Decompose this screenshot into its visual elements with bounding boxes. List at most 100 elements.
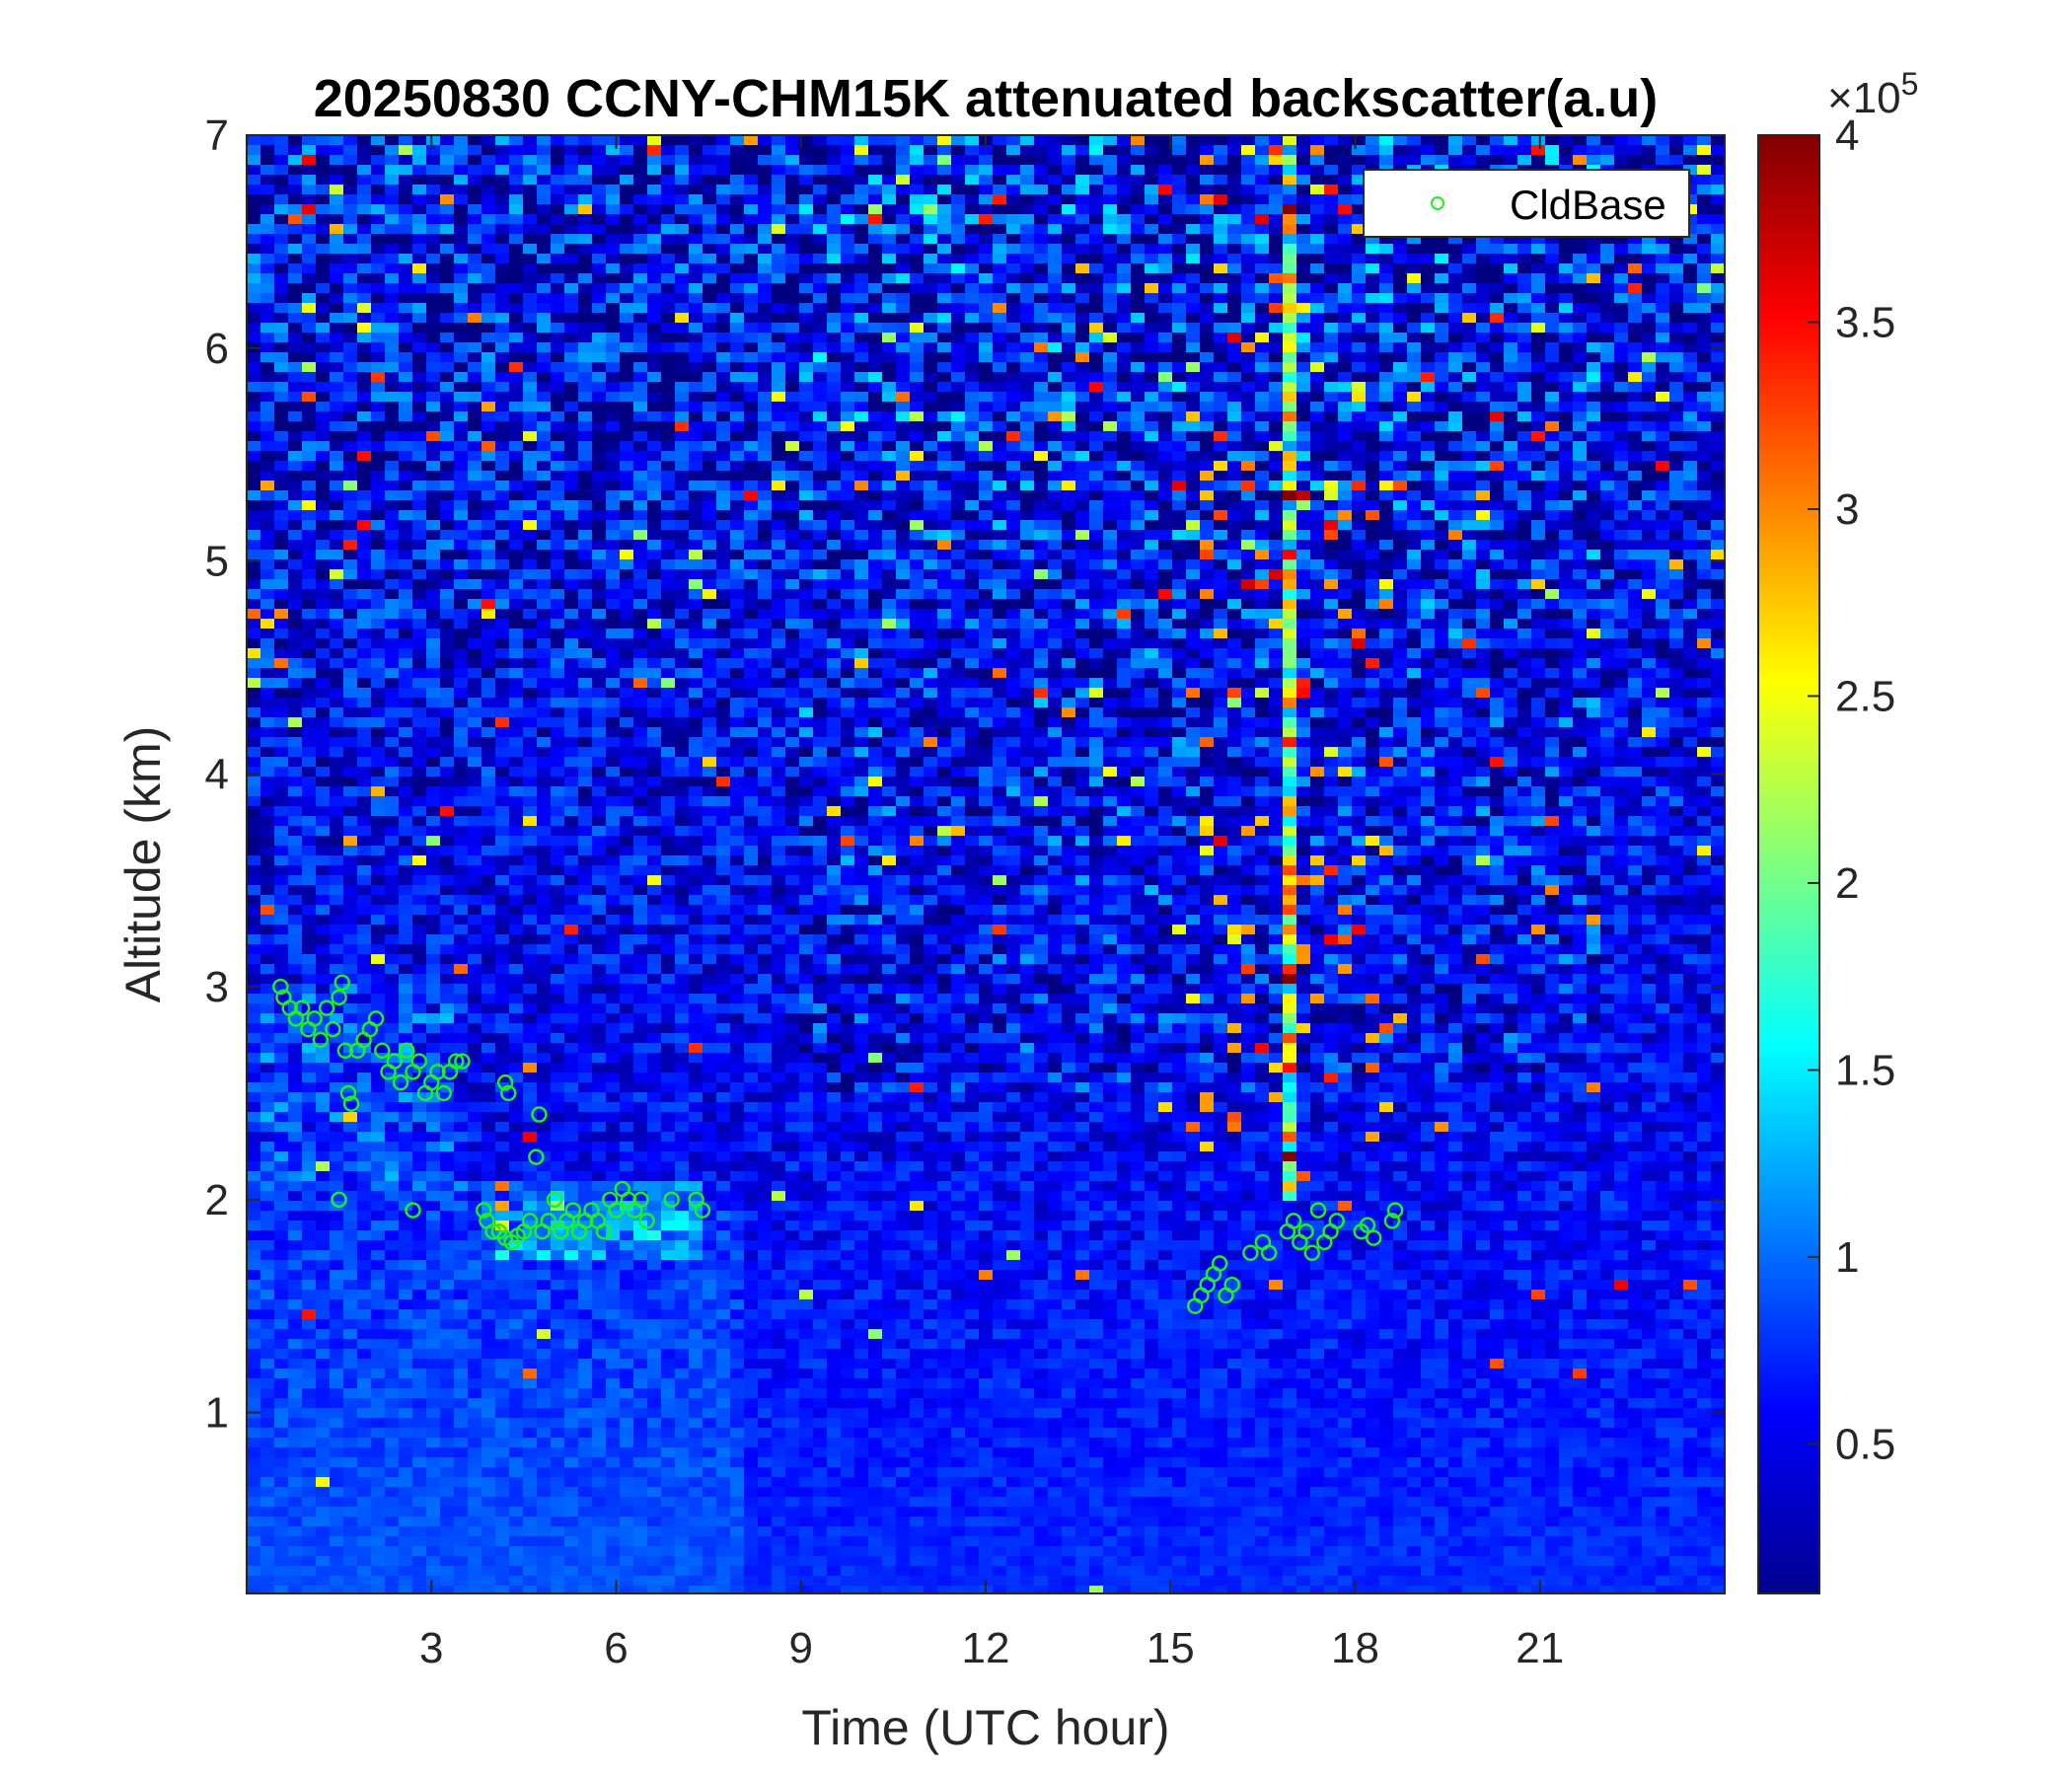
heatmap-cell [1131,441,1146,452]
heatmap-cell [1089,175,1104,185]
heatmap-cell [1062,520,1076,531]
heatmap-cell [606,362,621,373]
heatmap-cell [1614,135,1629,146]
heatmap-cell [1683,224,1698,235]
heatmap-cell [1711,530,1725,541]
heatmap-cell [343,283,358,294]
heatmap-cell [647,490,662,501]
heatmap-cell [399,185,413,195]
heatmap-cell [1283,441,1297,452]
heatmap-cell [316,559,331,570]
heatmap-cell [316,194,331,205]
heatmap-cell [1227,303,1242,314]
heatmap-cell [592,234,607,245]
heatmap-cell [371,362,386,373]
heatmap-cell [1476,402,1491,412]
heatmap-cell [785,392,800,403]
heatmap-cell [343,461,358,472]
heatmap-cell [1296,185,1311,195]
heatmap-cell [537,293,552,304]
heatmap-cell [1227,323,1242,333]
heatmap-cell [564,402,579,412]
heatmap-cell [1158,402,1173,412]
heatmap-cell [1435,342,1449,353]
heatmap-cell [827,421,842,432]
heatmap-cell [1656,323,1670,333]
heatmap-cell [330,510,344,521]
heatmap-cell [1310,135,1325,146]
heatmap-cell [1476,471,1491,481]
heatmap-cell [924,589,938,600]
heatmap-cell [1034,323,1049,333]
heatmap-cell [1448,402,1463,412]
heatmap-cell [1006,323,1021,333]
heatmap-cell [1158,540,1173,551]
heatmap-cell [509,214,524,225]
heatmap-cell [606,411,621,422]
heatmap-cell [1200,362,1215,373]
heatmap-cell [578,382,593,393]
heatmap-cell [1227,550,1242,560]
heatmap-cell [937,589,952,600]
heatmap-cell [841,441,855,452]
heatmap-cell [1186,194,1201,205]
heatmap-cell [979,214,994,225]
heatmap-cell [854,214,869,225]
heatmap-cell [468,569,482,580]
heatmap-cell [827,579,842,590]
heatmap-cell [1034,530,1049,541]
heatmap-cell [1075,589,1090,600]
heatmap-cell [385,569,400,580]
heatmap-cell [330,490,344,501]
heatmap-cell [523,293,538,304]
heatmap-cell [910,135,925,146]
heatmap-cell [399,392,413,403]
heatmap-cell [965,293,980,304]
heatmap-cell [675,382,690,393]
heatmap-cell [689,362,703,373]
heatmap-cell [412,362,427,373]
heatmap-cell [1338,352,1353,363]
heatmap-cell [1435,333,1449,343]
heatmap-cell [1145,372,1159,383]
heatmap-cell [412,283,427,294]
heatmap-cell [1490,372,1505,383]
heatmap-cell [979,362,994,373]
heatmap-cell [813,382,828,393]
heatmap-cell [1587,579,1601,590]
heatmap-cell [523,490,538,501]
heatmap-cell [1158,254,1173,264]
heatmap-cell [1697,451,1712,462]
heatmap-cell [1255,263,1270,274]
heatmap-cell [330,273,344,284]
heatmap-cell [1379,500,1394,511]
heatmap-cell [592,214,607,225]
heatmap-cell [1200,313,1215,324]
heatmap-cell [1310,471,1325,481]
heatmap-cell [1214,559,1228,570]
heatmap-cell [1034,392,1049,403]
heatmap-cell [1145,283,1159,294]
heatmap-cell [1421,333,1436,343]
heatmap-cell [689,402,703,412]
heatmap-cell [426,323,441,333]
heatmap-cell [537,451,552,462]
heatmap-cell [343,273,358,284]
heatmap-cell [316,461,331,472]
heatmap-cell [1048,263,1063,274]
heatmap-cell [1131,244,1146,255]
heatmap-cell [1435,273,1449,284]
heatmap-cell [993,441,1007,452]
heatmap-cell [1490,421,1505,432]
heatmap-cell [1614,145,1629,156]
heatmap-cell [330,540,344,551]
heatmap-cell [468,283,482,294]
heatmap-cell [1656,520,1670,531]
heatmap-cell [371,303,386,314]
heatmap-cell [606,263,621,274]
heatmap-cell [1255,520,1270,531]
heatmap-cell [1075,342,1090,353]
heatmap-cell [551,490,565,501]
heatmap-cell [1628,569,1643,580]
heatmap-cell [716,254,731,264]
